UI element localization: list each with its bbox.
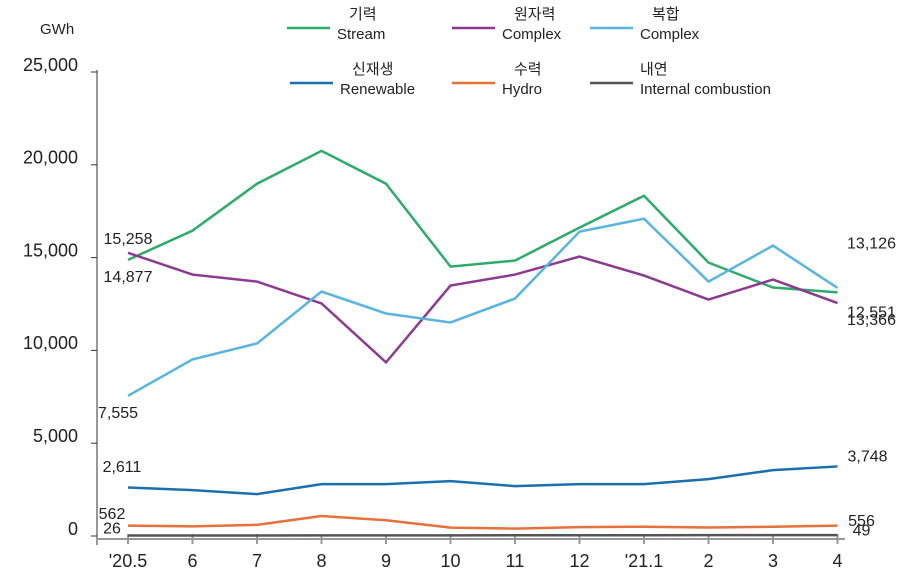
- data-label: 13,366: [847, 312, 896, 329]
- data-label: 49: [853, 522, 871, 539]
- series-line: [127, 217, 839, 397]
- data-label: 14,877: [104, 269, 153, 286]
- data-label: 26: [103, 521, 121, 538]
- data-label: 3,748: [847, 449, 887, 466]
- legend-label-en: Complex: [640, 26, 700, 43]
- legend-label: 신재생: [352, 61, 393, 78]
- series-line: [127, 514, 838, 530]
- y-tick-label: 10,000: [23, 333, 78, 353]
- y-tick-label: 0: [68, 519, 78, 539]
- x-tick-label: 3: [768, 551, 778, 571]
- legend-label-en: Stream: [337, 26, 385, 43]
- x-tick-label: 10: [440, 551, 460, 571]
- data-label: 7,555: [98, 405, 138, 422]
- y-tick-label: 25,000: [23, 55, 78, 75]
- x-tick-label: 6: [187, 551, 197, 571]
- x-tick-label: 11: [506, 551, 525, 571]
- y-tick-label: 20,000: [23, 148, 78, 168]
- series-line: [127, 149, 838, 294]
- x-tick-label: 7: [252, 551, 262, 571]
- legend-label: 원자력: [514, 6, 555, 23]
- y-tick-label: 15,000: [23, 240, 78, 260]
- x-tick-label: '20.5: [109, 551, 147, 571]
- series-line: [127, 251, 838, 365]
- legend-label: 복합: [652, 6, 680, 23]
- data-label: 2,611: [103, 459, 142, 476]
- x-tick-label: '21.1: [625, 551, 663, 571]
- y-tick-label: 5,000: [33, 426, 78, 446]
- data-label: 562: [99, 506, 126, 523]
- legend-label-en: Hydro: [502, 81, 542, 98]
- x-tick-label: 8: [316, 551, 326, 571]
- data-label: 13,126: [847, 236, 896, 253]
- x-tick-label: 2: [703, 551, 713, 571]
- legend-label-en: Renewable: [340, 81, 415, 98]
- x-tick-label: 12: [569, 551, 589, 571]
- x-tick-label: 4: [832, 551, 842, 571]
- data-label: 15,258: [104, 231, 153, 248]
- y-axis-label: GWh: [40, 21, 74, 38]
- x-tick-label: 9: [381, 551, 391, 571]
- data-label: 12,551: [847, 304, 896, 321]
- legend-label-en: Internal combustion: [640, 81, 771, 98]
- series-line: [127, 465, 838, 496]
- legend-label: 기력: [349, 6, 377, 23]
- legend-label: 수력: [514, 61, 542, 78]
- legend-label-en: Complex: [502, 26, 562, 43]
- legend-label: 내연: [640, 61, 668, 78]
- data-label: 556: [848, 513, 875, 530]
